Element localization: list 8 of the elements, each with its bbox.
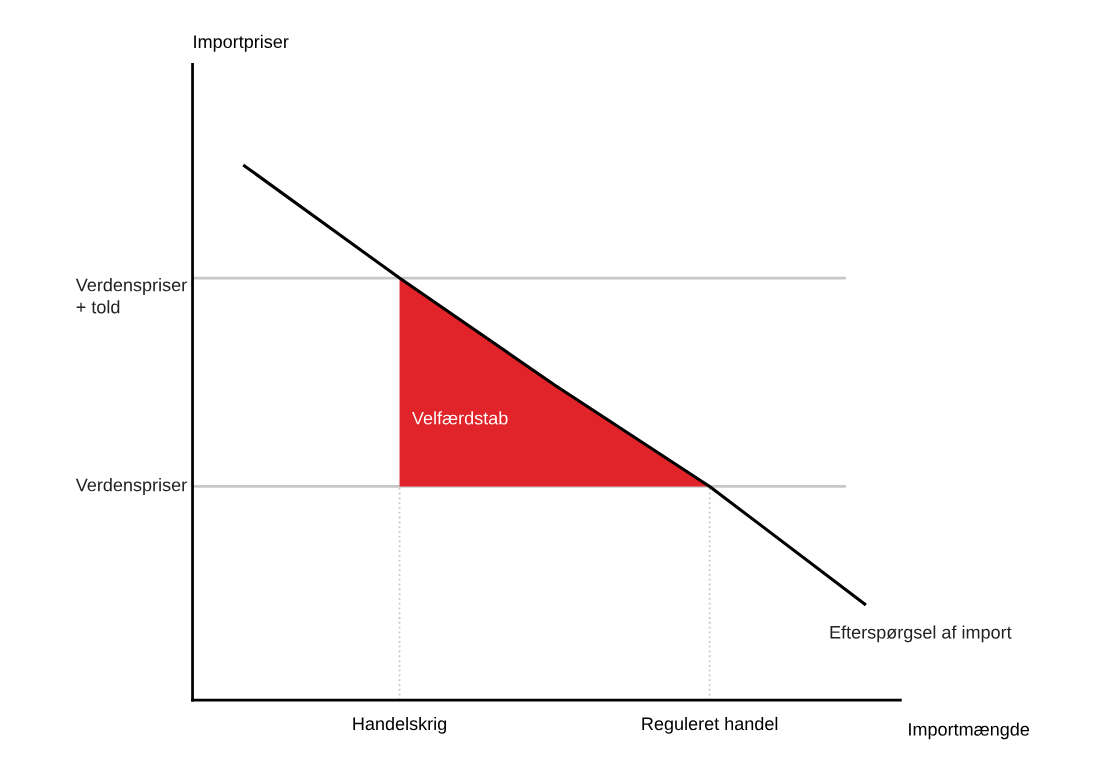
x-tick-label: Reguleret handel [642, 716, 778, 734]
ref-line-label: Verdenspriser [75, 478, 187, 495]
x-axis-title: Importmængde [909, 722, 1030, 740]
x-tick-label: Handelskrig [353, 716, 447, 734]
series-label: Velfærdstab [412, 411, 508, 425]
text: Importpriser [194, 34, 289, 52]
ref-line-label: Verdenspriser + told [75, 278, 187, 314]
text: Efterspørgsel af import [830, 625, 1012, 643]
